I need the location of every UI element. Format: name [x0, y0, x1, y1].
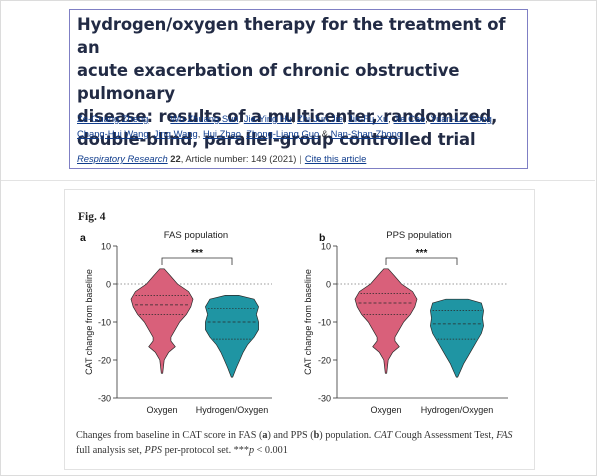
article-header: Hydrogen/oxygen therapy for the treatmen…	[69, 9, 528, 169]
caption-text: ) population.	[319, 430, 374, 441]
title-line: Hydrogen/oxygen therapy for the treatmen…	[77, 15, 506, 57]
y-tick-label: -20	[98, 356, 111, 366]
caption-abbr: FAS	[496, 430, 513, 441]
author-link[interactable]: Chang-Hui Wang	[77, 127, 149, 139]
author-list: Ze-Guang Zheng Wu-Zhuang Sun, Jie-Ying Hu…	[77, 113, 495, 139]
violin-0	[130, 268, 194, 374]
significance-label: ***	[416, 248, 428, 259]
significance-label: ***	[191, 248, 203, 259]
article-title[interactable]: Hydrogen/oxygen therapy for the treatmen…	[77, 13, 525, 151]
y-tick-label: 0	[326, 280, 331, 290]
x-tick-label: Oxygen	[146, 405, 177, 415]
caption-abbr: CAT	[373, 430, 393, 441]
significance-bracket	[161, 257, 233, 265]
separator: |	[299, 153, 302, 164]
y-tick-label: 10	[101, 242, 111, 252]
x-tick-label: Oxygen	[370, 405, 401, 415]
caption-text: full analysis set,	[76, 445, 145, 456]
y-tick-label: 10	[321, 242, 331, 252]
volume: 22	[170, 153, 181, 164]
chart-panel-b: b PPS population 10 0 -10 -20 -30 CAT change fr…	[303, 230, 508, 415]
author-link[interactable]: Jie Cao	[393, 113, 426, 124]
chart-title: FAS population	[164, 230, 228, 241]
y-tick-label: 0	[106, 280, 111, 290]
y-tick-label: -30	[318, 394, 331, 404]
caption-panel-ref: a	[262, 430, 268, 441]
citation-line: Respiratory Research 22, Article number:…	[77, 153, 525, 165]
chart-title: PPS population	[386, 230, 452, 241]
y-tick-label: -20	[318, 356, 331, 366]
author-link[interactable]: Hui Zhao	[202, 127, 241, 139]
title-line: acute exacerbation of chronic obstructiv…	[77, 61, 460, 103]
y-tick-label: -10	[318, 318, 331, 328]
figure-label: Fig. 4	[78, 211, 106, 223]
y-tick-label: -30	[98, 394, 111, 404]
violin-1	[430, 298, 484, 378]
x-tick-label: Hydrogen/Oxygen	[196, 405, 269, 415]
caption-text: < 0.001	[254, 445, 288, 456]
author-link[interactable]: Jie-Ying Hu	[243, 113, 292, 124]
author-link[interactable]: Jing Wang	[153, 127, 198, 139]
caption-text: Cough Assessment Test,	[392, 430, 497, 441]
journal-link[interactable]: Respiratory Research	[77, 153, 168, 164]
caption-abbr: p	[248, 445, 255, 456]
y-axis-label: CAT change from baseline	[303, 269, 313, 375]
caption-text: per-protocol set. ***	[162, 445, 249, 456]
significance-bracket	[385, 257, 458, 265]
author-link[interactable]: Wu-Zhuang Sun	[170, 113, 239, 124]
divider	[1, 180, 595, 181]
author-link[interactable]: Nan-Shan Zhong	[330, 127, 403, 139]
chart-panel-a: a FAS population 10 0 -10 -20 -30 CAT change fr…	[80, 230, 272, 415]
cite-this-article-link[interactable]: Cite this article	[304, 153, 367, 164]
author-link[interactable]: Zhi-Jun Jie	[297, 113, 343, 124]
caption-panel-ref: b	[313, 430, 320, 441]
author-link[interactable]: Ze-Guang Zheng	[77, 113, 149, 124]
title-line: disease: results of a multicenter, rando…	[77, 107, 498, 126]
author-link[interactable]: Jin-Fu Xu	[348, 113, 389, 124]
figure-caption: Changes from baseline in CAT score in FA…	[76, 428, 526, 458]
violin-1	[205, 295, 259, 378]
violin-0	[354, 268, 418, 374]
author-link[interactable]: Yuan-Lin Song	[430, 113, 492, 124]
caption-text: ) and PPS (	[267, 430, 314, 441]
author-joiner: &	[321, 127, 329, 139]
panel-letter: b	[319, 232, 325, 244]
caption-text: Changes from baseline in CAT score in FA…	[76, 430, 263, 441]
caption-abbr: PPS	[144, 445, 163, 456]
article-info: , Article number: 149 (2021)	[180, 153, 297, 164]
y-tick-label: -10	[98, 318, 111, 328]
panel-letter: a	[80, 232, 86, 244]
x-tick-label: Hydrogen/Oxygen	[421, 405, 494, 415]
title-line: double-blind, parallel-group controlled …	[77, 130, 476, 149]
author-link[interactable]: Zhong-Liang Guo	[246, 127, 320, 139]
y-axis-label: CAT change from baseline	[84, 269, 94, 375]
